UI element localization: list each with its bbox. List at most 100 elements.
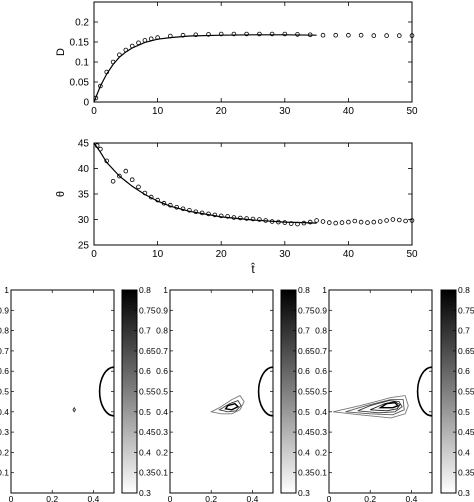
- data-point: [148, 36, 154, 42]
- colorbar-tick-label: 0.75: [139, 305, 156, 315]
- x-tick-label: 0: [168, 494, 173, 502]
- data-point: [314, 218, 319, 223]
- data-point: [206, 211, 211, 217]
- data-point: [282, 31, 288, 37]
- contour-line: [224, 402, 240, 411]
- y-tick-label: 0.6: [315, 366, 327, 376]
- data-point: [174, 205, 180, 210]
- data-point: [352, 218, 358, 224]
- y-tick-label: 0.1: [0, 468, 9, 478]
- contour-panels: 0.10.20.30.40.50.60.70.80.9100.20.40.80.…: [0, 285, 474, 502]
- x-tick-label: 0.2: [205, 494, 217, 502]
- y-tick-label: 0.5: [0, 387, 9, 397]
- model-line: [93, 142, 317, 224]
- y-tick-label: 0.5: [156, 387, 168, 397]
- y-tick-label: 0.1: [315, 468, 327, 478]
- boundary-curve: [98, 366, 115, 417]
- data-point: [199, 210, 205, 216]
- data-point: [358, 32, 364, 38]
- data-point: [377, 219, 383, 224]
- x-tick-label: 0: [9, 494, 14, 502]
- data-point: [98, 83, 103, 89]
- y-tick-label: 0.8: [0, 326, 9, 336]
- data-point: [161, 200, 167, 206]
- colorbar-tick-label: 0.5: [298, 407, 310, 417]
- colorbar-tick-label: 0.8: [139, 285, 151, 295]
- colorbar-tick-label: 0.45: [298, 427, 315, 437]
- data-point: [396, 217, 402, 223]
- y-tick-label: 0.9: [315, 305, 327, 315]
- data-point: [104, 69, 109, 75]
- data-point: [117, 52, 122, 58]
- data-point: [346, 32, 351, 38]
- colorbar-tick-label: 0.55: [458, 387, 474, 397]
- x-tick-label: 0: [91, 249, 97, 260]
- y-axis-label: D: [55, 48, 67, 56]
- colorbar-tick-label: 0.35: [298, 468, 315, 478]
- colorbar-tick-label: 0.3: [139, 488, 151, 498]
- contour-line: [357, 400, 403, 414]
- contour-line: [209, 395, 245, 415]
- colorbar-tick-label: 0.7: [458, 326, 470, 336]
- data-point: [250, 216, 256, 222]
- x-tick-label: 50: [406, 106, 418, 117]
- colorbar-tick-label: 0.4: [298, 447, 310, 457]
- data-point: [168, 33, 173, 39]
- data-point: [346, 219, 351, 225]
- colorbar-tick-label: 0.5: [139, 407, 151, 417]
- data-point: [269, 31, 275, 37]
- contour-panel-2: 0.1 0.2 0.3 0.4 0.5 0.6 0.7 0.8 0.9 1 0 0.2 0.4 0.8 0.…: [156, 285, 315, 502]
- data-point: [371, 219, 377, 225]
- y-tick-label: 0.2: [75, 18, 89, 29]
- y-tick-label: 0.1: [75, 58, 89, 69]
- plot-frame: [93, 142, 413, 246]
- y-tick-label: 0.2: [0, 447, 9, 457]
- data-point: [155, 197, 160, 203]
- y-tick-label: 0.4: [0, 407, 9, 417]
- contour-line: [218, 400, 242, 413]
- data-point: [358, 219, 364, 225]
- data-point: [225, 214, 230, 219]
- data-point: [295, 32, 300, 37]
- y-tick-label: 0.8: [315, 326, 327, 336]
- data-point: [110, 179, 116, 184]
- data-point: [276, 219, 281, 225]
- data-point: [231, 215, 237, 220]
- data-point: [117, 173, 122, 179]
- data-point: [257, 217, 262, 222]
- y-tick-label: 0.15: [70, 38, 90, 49]
- x-tick-label: 30: [279, 106, 291, 117]
- data-point: [333, 32, 339, 38]
- colorbar-tick-label: 0.8: [298, 285, 310, 295]
- model-line: [93, 34, 317, 103]
- data-point: [193, 32, 199, 38]
- data-point: [187, 208, 192, 213]
- data-point: [269, 219, 275, 224]
- y-tick-label: 0.3: [315, 427, 327, 437]
- contour-line: [333, 395, 409, 419]
- data-point: [384, 33, 389, 38]
- contour-panel-3: 0.1 0.2 0.3 0.4 0.5 0.6 0.7 0.8 0.9 1 0 0.2 0.4 0.8 0.…: [315, 285, 474, 502]
- y-tick-label: 0.4: [156, 407, 168, 417]
- data-point: [282, 220, 288, 225]
- contour-line: [72, 406, 77, 413]
- data-point: [288, 221, 294, 226]
- y-tick-label: 0.7: [315, 346, 327, 356]
- colorbar-tick-label: 0.55: [139, 387, 156, 397]
- data-point: [320, 219, 326, 224]
- data-point: [93, 95, 99, 101]
- x-tick-label: 0.4: [246, 494, 258, 502]
- data-point: [94, 143, 100, 148]
- line-chart-1: 0 10 20 30 40 50 0 0.05 0.1 0.15 0.2 D: [55, 1, 418, 117]
- x-tick-label: 0: [91, 106, 97, 117]
- data-point: [320, 32, 326, 38]
- data-point: [129, 43, 135, 49]
- colorbar-tick-label: 0.8: [458, 285, 470, 295]
- x-tick-label: 0.4: [87, 494, 99, 502]
- data-point: [136, 40, 141, 46]
- x-tick-label: 20: [216, 249, 228, 260]
- data-point: [365, 220, 370, 225]
- data-point: [98, 146, 103, 152]
- colorbar-tick-label: 0.65: [458, 346, 474, 356]
- data-point: [295, 221, 300, 227]
